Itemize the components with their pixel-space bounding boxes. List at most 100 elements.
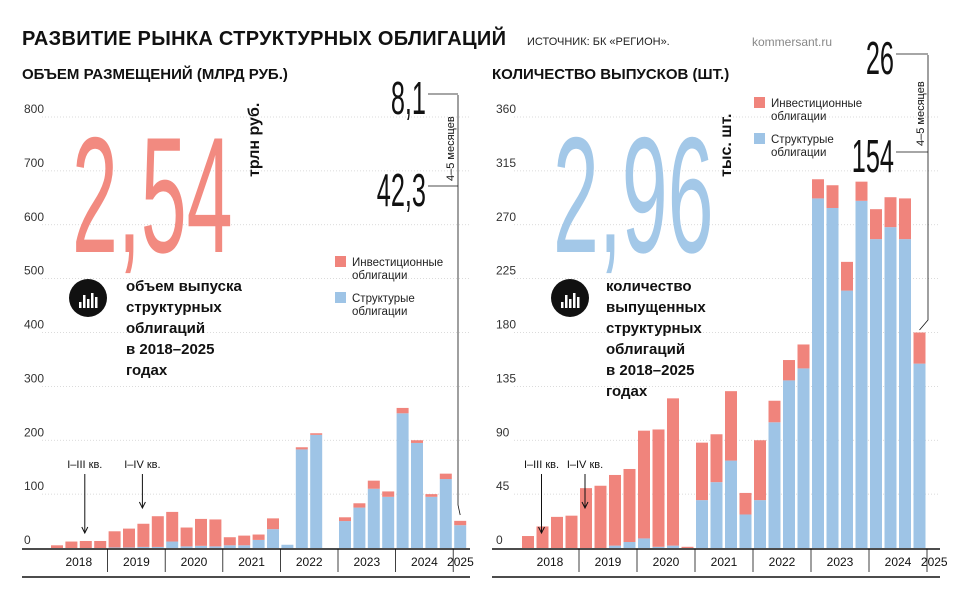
left-bar-structural — [195, 545, 207, 548]
right-bar-structural — [696, 500, 708, 548]
left-annotation-label: I–III кв. — [67, 459, 102, 471]
right-bar-structural — [754, 500, 766, 548]
left-bar-investment — [367, 480, 380, 489]
left-bar-structural — [382, 496, 395, 548]
icon-bar — [565, 295, 568, 308]
left-description-line: структурных — [126, 299, 222, 316]
left-bar-investment — [353, 503, 366, 508]
left-ytick-label: 600 — [24, 210, 44, 224]
right-annotation-label: I–III кв. — [524, 459, 559, 471]
right-bar-structural — [725, 460, 737, 548]
right-bar-structural — [841, 290, 853, 548]
left-bar-structural — [180, 546, 193, 548]
right-bar-structural — [913, 363, 926, 548]
right-description-line: выпущенных — [606, 299, 706, 316]
bar-chart-circle-icon — [551, 279, 589, 317]
left-bar-structural — [425, 496, 438, 548]
left-period-label: 4–5 месяцев — [445, 116, 457, 181]
left-ytick-label: 500 — [24, 264, 44, 278]
left-bar-investment — [267, 518, 279, 530]
right-description-line: облигаций — [606, 341, 685, 358]
brand-link[interactable]: kommersant.ru — [752, 35, 833, 49]
left-year-label: 2023 — [353, 555, 380, 569]
left-bar-structural — [454, 525, 467, 548]
right-bar-investment — [725, 391, 737, 461]
right-bar-structural — [855, 200, 868, 549]
source-note: ИСТОЧНИК: БК «РЕГИОН». — [527, 36, 670, 48]
right-big-number: 2,96 — [553, 103, 714, 288]
left-ytick-label: 300 — [24, 371, 44, 385]
right-bar-investment — [783, 360, 795, 381]
left-bar-investment — [396, 407, 409, 414]
right-last-structural-value: 154 — [852, 130, 894, 182]
right-bar-investment — [768, 400, 781, 423]
right-bar-structural — [826, 207, 839, 548]
left-bar-structural — [295, 449, 308, 548]
left-bar-investment — [94, 540, 107, 548]
left-bar-structural — [108, 547, 121, 548]
left-legend-label: облигации — [352, 306, 407, 318]
icon-bar — [569, 299, 572, 308]
left-bar-structural — [411, 442, 423, 548]
left-year-label: 2025 — [447, 555, 474, 569]
left-description-line: облигаций — [126, 320, 205, 337]
right-bar-investment — [913, 332, 926, 364]
left-bar-structural — [367, 488, 380, 548]
right-year-label: 2025 — [921, 555, 948, 569]
left-legend-label: Структурые — [352, 293, 415, 305]
right-bar-investment — [754, 440, 766, 501]
left-ytick-label: 400 — [24, 318, 44, 332]
icon-bar — [91, 293, 94, 308]
left-ytick-label: 700 — [24, 156, 44, 170]
left-callout-leader — [457, 95, 461, 516]
icon-bar — [95, 297, 98, 308]
left-bar-structural — [166, 541, 179, 548]
right-bar-structural — [710, 482, 723, 548]
left-bar-investment — [439, 473, 452, 480]
left-chart-title: ОБЪЕМ РАЗМЕЩЕНИЙ (МЛРД РУБ.) — [22, 66, 288, 83]
right-chart-title: КОЛИЧЕСТВО ВЫПУСКОВ (ШТ.) — [492, 66, 730, 83]
right-ytick-label: 135 — [496, 371, 516, 385]
left-year-label: 2020 — [181, 555, 208, 569]
left-bar-structural — [209, 546, 222, 548]
left-bar-investment — [195, 518, 207, 546]
icon-bar — [83, 295, 86, 308]
icon-bar — [87, 299, 90, 308]
left-description-line: в 2018–2025 — [126, 341, 214, 358]
right-year-label: 2022 — [769, 555, 796, 569]
right-bar-structural — [768, 422, 781, 548]
left-bar-structural — [310, 434, 323, 548]
right-bar-structural — [609, 545, 621, 548]
left-bar-structural — [223, 545, 236, 548]
right-legend-swatch — [754, 133, 765, 144]
left-bar-investment — [137, 523, 150, 547]
left-bar-structural — [353, 507, 366, 548]
page-title: РАЗВИТИЕ РЫНКА СТРУКТУРНЫХ ОБЛИГАЦИЙ — [22, 28, 507, 50]
right-bar-structural — [623, 542, 636, 548]
left-ytick-label: 100 — [24, 479, 44, 493]
right-legend-swatch — [754, 97, 765, 108]
right-bar-structural — [783, 380, 795, 548]
right-bar-investment — [696, 442, 708, 501]
left-bar-investment — [209, 519, 222, 547]
right-bar-investment — [739, 492, 752, 515]
right-legend-label: Структурые — [771, 134, 834, 146]
left-ytick-label: 0 — [24, 533, 31, 547]
icon-bar — [79, 302, 82, 308]
right-ytick-label: 90 — [496, 425, 510, 439]
left-year-label: 2024 — [411, 555, 438, 569]
right-bar-structural — [652, 546, 665, 548]
left-bar-structural — [396, 413, 409, 548]
right-legend-label: облигации — [771, 111, 826, 123]
bar-chart-circle-icon — [69, 279, 107, 317]
right-annotation-label: I–IV кв. — [567, 459, 603, 471]
left-year-label: 2022 — [296, 555, 323, 569]
icon-bar — [561, 302, 564, 308]
right-bar-investment — [826, 185, 839, 208]
right-ytick-label: 360 — [496, 102, 516, 116]
left-year-label: 2018 — [65, 555, 92, 569]
left-bar-investment — [151, 516, 164, 547]
left-bar-investment — [382, 491, 395, 497]
right-bar-structural — [899, 239, 911, 548]
